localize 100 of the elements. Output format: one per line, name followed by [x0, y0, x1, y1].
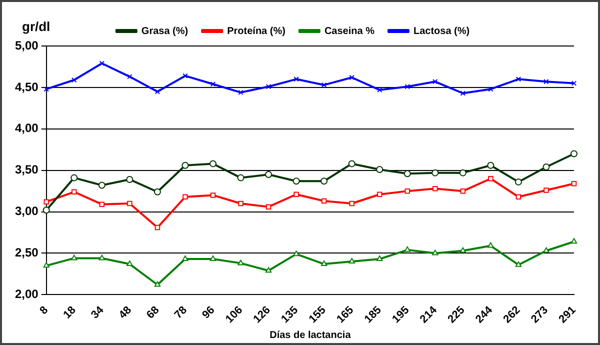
- point: [376, 192, 382, 198]
- point: [72, 189, 77, 195]
- legend-label: Caseina %: [324, 26, 375, 37]
- point: [154, 88, 160, 94]
- point: [544, 188, 549, 193]
- x-tick-label: 106: [224, 304, 246, 326]
- point: [432, 250, 438, 256]
- point: [349, 200, 354, 206]
- x-tick-label: 135: [279, 304, 301, 326]
- point: [349, 74, 354, 80]
- point: [237, 174, 244, 182]
- legend-label: Lactosa (%): [413, 26, 470, 37]
- point: [376, 87, 382, 93]
- point: [376, 166, 384, 174]
- point: [320, 178, 328, 185]
- x-tick-label: 244: [473, 304, 496, 326]
- point: [210, 82, 216, 87]
- point: [294, 192, 299, 198]
- x-tick-label: 8: [38, 304, 51, 317]
- point: [154, 281, 161, 287]
- point: [570, 238, 578, 244]
- point: [44, 199, 49, 204]
- point: [265, 170, 272, 178]
- x-tick-label: 195: [390, 304, 412, 326]
- y-tick-label: 4,00: [14, 121, 39, 136]
- point: [71, 254, 78, 260]
- point: [348, 258, 355, 264]
- point: [460, 247, 466, 253]
- point: [544, 79, 549, 84]
- point: [543, 247, 550, 253]
- point: [182, 194, 188, 200]
- y-tick-label: 3,50: [14, 162, 39, 177]
- x-tick-label: 262: [501, 304, 523, 326]
- point: [404, 84, 410, 90]
- point: [321, 82, 327, 88]
- point: [98, 182, 106, 189]
- point: [487, 162, 494, 169]
- point: [514, 178, 522, 186]
- x-tick-label: 273: [529, 304, 550, 326]
- point: [154, 188, 161, 196]
- x-tick-label: 18: [61, 304, 78, 322]
- point: [294, 76, 299, 82]
- y-tick-label: 2,50: [14, 246, 39, 260]
- x-tick-label: 34: [89, 304, 107, 322]
- point: [238, 200, 244, 206]
- legend-label: Proteína (%): [227, 26, 286, 37]
- point: [154, 224, 160, 230]
- point: [127, 200, 132, 206]
- point: [516, 76, 522, 82]
- point: [182, 256, 188, 262]
- point: [321, 198, 327, 204]
- point: [182, 162, 189, 169]
- x-tick-label: 185: [362, 304, 384, 326]
- point: [542, 164, 550, 171]
- point: [126, 176, 134, 183]
- point: [432, 186, 438, 192]
- point: [210, 256, 216, 262]
- point: [404, 246, 410, 252]
- point: [404, 188, 410, 194]
- y-axis-title: gr/dl: [22, 19, 50, 34]
- point: [266, 84, 272, 90]
- point: [72, 77, 77, 83]
- x-tick-label: 68: [144, 304, 162, 322]
- point: [320, 260, 328, 266]
- point: [127, 74, 132, 80]
- point: [99, 60, 105, 66]
- point: [293, 250, 300, 256]
- point: [70, 174, 78, 182]
- x-tick-label: 165: [334, 304, 356, 326]
- point: [238, 90, 244, 96]
- y-tick-label: 2,00: [14, 287, 39, 301]
- point: [571, 180, 577, 186]
- point: [570, 150, 578, 158]
- point: [238, 260, 244, 266]
- point: [99, 202, 105, 207]
- point: [348, 160, 356, 168]
- point: [182, 73, 188, 78]
- point: [515, 261, 522, 267]
- x-tick-label: 291: [556, 304, 578, 326]
- point: [459, 169, 466, 176]
- point: [266, 204, 272, 210]
- legend-label: Grasa (%): [141, 26, 188, 37]
- y-tick-label: 5,00: [14, 38, 39, 52]
- point: [209, 160, 216, 168]
- point: [488, 86, 494, 92]
- y-tick-label: 4,50: [14, 80, 39, 94]
- point: [432, 169, 439, 176]
- x-tick-label: 48: [116, 304, 134, 322]
- point: [460, 90, 466, 96]
- point: [488, 242, 494, 248]
- point: [488, 176, 494, 182]
- point: [376, 256, 383, 262]
- point: [126, 260, 133, 266]
- x-tick-label: 225: [446, 304, 468, 326]
- x-tick-label: 126: [251, 304, 273, 326]
- point: [292, 178, 300, 185]
- y-tick-label: 3,00: [14, 204, 39, 218]
- x-tick-label: 96: [200, 304, 218, 322]
- point: [210, 192, 216, 198]
- point: [404, 170, 411, 178]
